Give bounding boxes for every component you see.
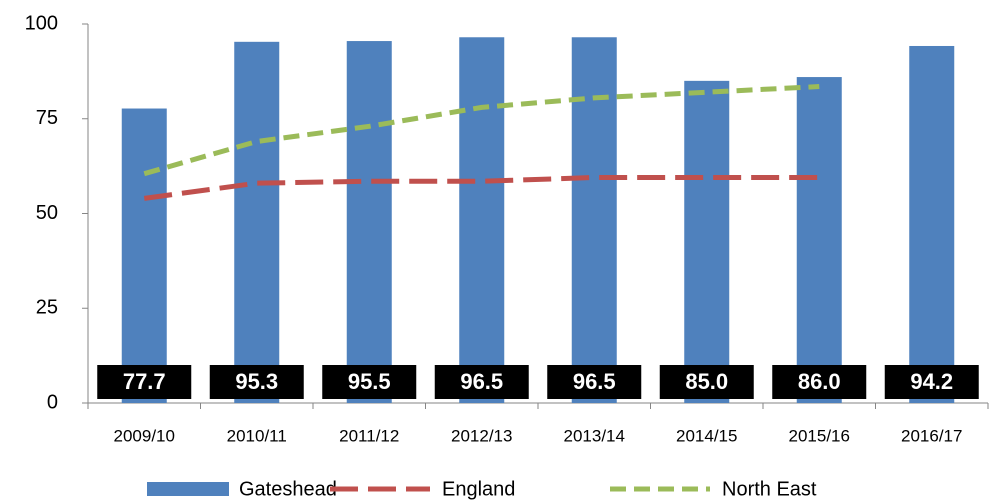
value-label-box: [884, 365, 979, 399]
x-tick-label: 2016/17: [901, 426, 962, 445]
value-label-box: [547, 365, 642, 399]
legend-label: England: [442, 478, 515, 500]
x-tick-label: 2010/11: [227, 426, 287, 445]
x-tick-label: 2015/16: [789, 426, 850, 445]
value-label-box: [97, 365, 192, 399]
bar: [346, 41, 392, 404]
x-tick-label: 2013/14: [564, 426, 625, 445]
bar: [459, 37, 505, 403]
bar: [121, 108, 167, 403]
legend-label: Gateshead: [239, 478, 337, 500]
y-tick-label: 25: [36, 297, 58, 319]
y-tick-label: 100: [25, 12, 58, 34]
value-label-box: [772, 365, 867, 399]
value-label-box: [434, 365, 529, 399]
bar: [909, 45, 955, 404]
value-label: 96.5: [460, 369, 503, 394]
x-tick-label: 2009/10: [114, 426, 175, 445]
x-tick-label: 2012/13: [451, 426, 512, 445]
y-tick-label: 0: [47, 391, 58, 413]
value-label: 94.2: [910, 369, 953, 394]
y-tick-label: 75: [36, 107, 58, 129]
value-label: 95.3: [235, 369, 278, 394]
line: [143, 84, 820, 177]
value-label: 86.0: [798, 369, 841, 394]
bar: [571, 37, 617, 403]
legend-label: North East: [722, 478, 817, 500]
bar: [234, 41, 280, 404]
x-tick-label: 2011/12: [339, 426, 399, 445]
value-label-box: [322, 365, 417, 399]
legend-swatch: [147, 482, 229, 496]
value-label: 95.5: [348, 369, 391, 394]
y-tick-label: 50: [36, 202, 58, 224]
value-label-box: [659, 365, 754, 399]
value-label: 77.7: [123, 369, 166, 394]
x-tick-label: 2014/15: [676, 426, 737, 445]
bar: [796, 77, 842, 403]
value-label-box: [209, 365, 304, 399]
bar: [684, 80, 730, 403]
value-label: 96.5: [573, 369, 616, 394]
value-label: 85.0: [685, 369, 728, 394]
